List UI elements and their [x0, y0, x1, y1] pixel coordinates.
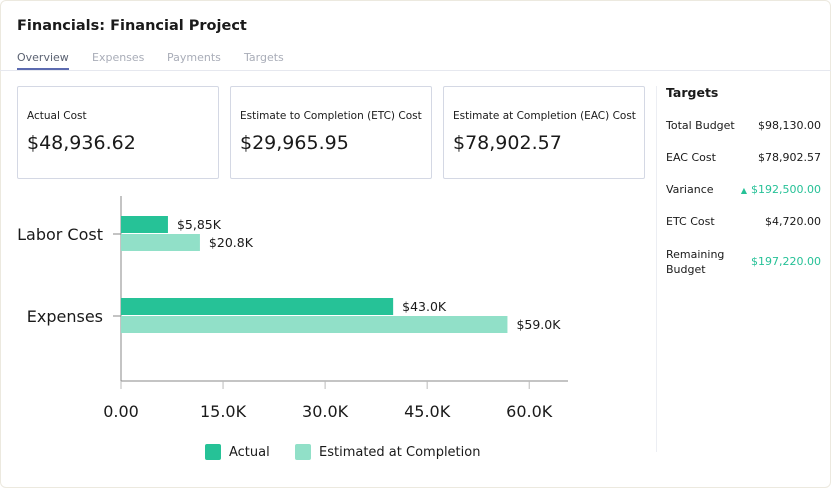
x-tick-label: 60.0K	[506, 402, 553, 421]
card-value: $48,936.62	[27, 132, 136, 154]
target-value: $4,720.00	[765, 215, 821, 228]
x-tick-label: 45.0K	[404, 402, 451, 421]
legend-swatch	[295, 444, 311, 460]
legend-label: Actual	[229, 444, 270, 460]
bar	[121, 316, 508, 333]
tab-expenses[interactable]: Expenses	[92, 51, 145, 64]
x-tick-label: 15.0K	[200, 402, 247, 421]
card-value: $78,902.57	[453, 132, 562, 154]
legend-swatch	[205, 444, 221, 460]
tab-targets[interactable]: Targets	[244, 51, 284, 64]
data-label: $20.8K	[209, 235, 254, 250]
data-label: $5,85K	[177, 217, 222, 232]
actual-cost-card: Actual Cost $48,936.62	[17, 86, 219, 179]
x-tick-label: 0.00	[103, 402, 139, 421]
card-value: $29,965.95	[240, 132, 349, 154]
triangle-up-icon: ▲	[740, 186, 748, 195]
legend-actual[interactable]: Actual	[205, 444, 270, 460]
page-title: Financials: Financial Project	[17, 18, 247, 34]
legend-label: Estimated at Completion	[319, 444, 481, 460]
target-value: ▲ $192,500.00	[741, 182, 821, 198]
category-label: Labor Cost	[17, 225, 103, 244]
targets-title: Targets	[666, 85, 719, 100]
etc-cost-card: Estimate to Completion (ETC) Cost $29,96…	[230, 86, 432, 179]
tab-payments[interactable]: Payments	[167, 51, 221, 64]
category-label: Expenses	[27, 307, 103, 326]
variance-amount: $192,500.00	[751, 183, 821, 196]
bar	[121, 216, 168, 233]
target-label: ETC Cost	[666, 215, 715, 228]
data-label: $59.0K	[516, 317, 561, 332]
x-tick-label: 30.0K	[302, 402, 349, 421]
tab-overview[interactable]: Overview	[17, 51, 69, 70]
target-value: $197,220.00	[751, 255, 821, 268]
target-value: $78,902.57	[758, 151, 821, 164]
card-label: Estimate to Completion (ETC) Cost	[240, 110, 422, 122]
target-label: Total Budget	[666, 119, 735, 132]
card-label: Actual Cost	[27, 110, 87, 122]
target-value: $98,130.00	[758, 119, 821, 132]
eac-cost-card: Estimate at Completion (EAC) Cost $78,90…	[443, 86, 645, 179]
target-label: EAC Cost	[666, 151, 716, 164]
tab-bar: Overview Expenses Payments Targets	[0, 50, 831, 71]
target-label: Variance	[666, 183, 714, 196]
legend-eac[interactable]: Estimated at Completion	[295, 444, 480, 460]
card-label: Estimate at Completion (EAC) Cost	[453, 110, 636, 122]
bar	[121, 298, 394, 315]
divider	[656, 86, 657, 452]
bar	[121, 234, 200, 251]
target-label: Remaining Budget	[666, 248, 725, 276]
data-label: $43.0K	[402, 299, 447, 314]
